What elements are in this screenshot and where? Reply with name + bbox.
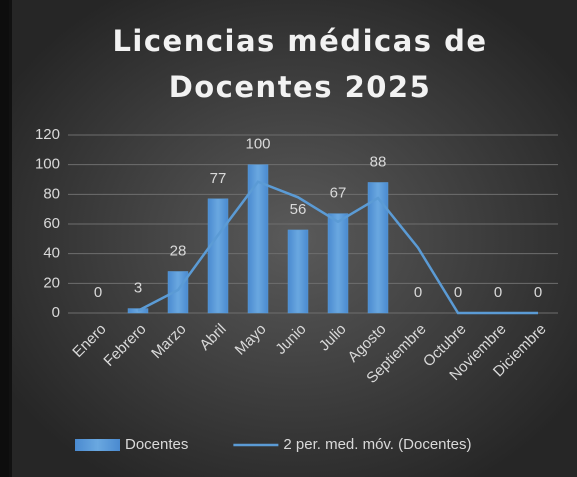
data-label: 0 xyxy=(414,284,422,301)
bar xyxy=(247,164,269,314)
y-tick-label: 80 xyxy=(43,185,60,202)
data-label: 3 xyxy=(134,280,142,297)
y-tick-label: 20 xyxy=(43,274,60,291)
data-label: 67 xyxy=(330,185,347,202)
moving-average-line xyxy=(137,180,538,315)
data-label: 28 xyxy=(170,242,187,259)
legend-label: 2 per. med. móv. (Docentes) xyxy=(283,436,471,453)
data-label: 0 xyxy=(494,284,502,301)
data-label: 100 xyxy=(245,136,270,153)
y-tick-label: 40 xyxy=(43,245,60,262)
data-label: 56 xyxy=(290,201,307,218)
bar xyxy=(327,213,349,314)
chart-title: Licencias médicas de Docentes 2025 xyxy=(112,24,488,104)
left-border xyxy=(0,0,9,477)
data-label: 88 xyxy=(370,153,387,170)
data-label: 77 xyxy=(210,170,227,187)
bar xyxy=(367,182,389,314)
data-label: 0 xyxy=(534,284,542,301)
bar xyxy=(287,229,309,314)
legend-label: Docentes xyxy=(125,436,188,453)
y-tick-label: 60 xyxy=(43,215,60,232)
bar xyxy=(167,271,189,314)
y-tick-label: 0 xyxy=(52,304,60,321)
y-tick-label: 100 xyxy=(35,156,60,173)
legend-swatch xyxy=(75,439,120,451)
data-label: 0 xyxy=(94,284,102,301)
bar xyxy=(207,198,229,314)
y-tick-label: 120 xyxy=(35,126,60,143)
data-label: 0 xyxy=(454,284,462,301)
